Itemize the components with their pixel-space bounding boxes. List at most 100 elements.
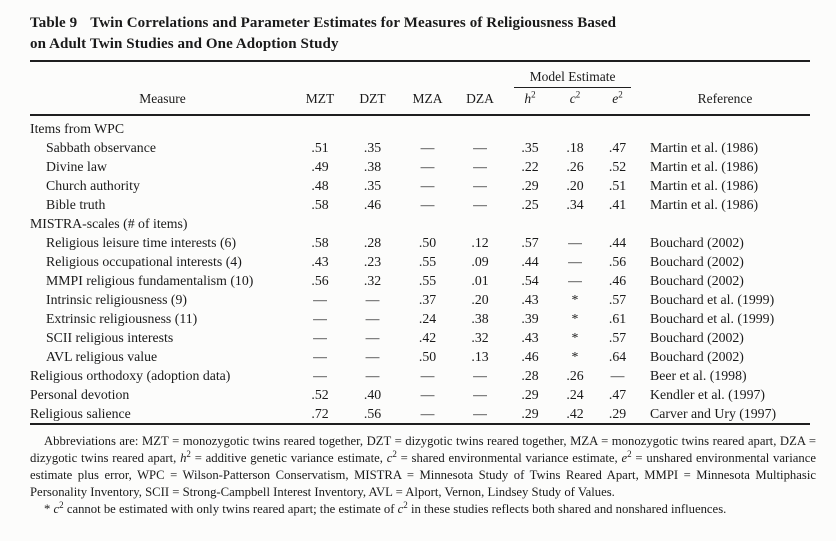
h2-exponent: 2 <box>531 89 536 100</box>
cell-e2: .57 <box>608 292 627 307</box>
cell-h2: .29 <box>521 387 539 402</box>
cell-reference: Bouchard (2002) <box>650 235 744 250</box>
table-row: Religious orthodoxy (adoption data) — — — —.… <box>30 366 810 385</box>
table-row: Church authority .48 .35 — — .29 .20 .51 Martin … <box>30 176 810 195</box>
cell-dzt: .56 <box>363 406 382 421</box>
cell-reference: Martin et al. (1986) <box>650 178 759 193</box>
cell-dzt: — <box>365 368 380 383</box>
column-header-row: Measure MZT DZT MZA DZA h2 c2 e2 Referen… <box>30 88 811 116</box>
cell-dzt: .46 <box>363 197 382 212</box>
cell-h2: .29 <box>521 406 539 421</box>
cell-reference: Bouchard (2002) <box>650 349 744 364</box>
cell-e2: .41 <box>608 197 627 212</box>
cell-e2: .57 <box>608 330 627 345</box>
cell-measure: Bible truth <box>46 197 106 212</box>
cell-dzt: .23 <box>363 254 382 269</box>
cell-e2: .56 <box>608 254 627 269</box>
cell-e2 <box>595 214 640 233</box>
table-row: Sabbath observance .51 .35 — — .35 .18 .47 Marti… <box>30 138 810 157</box>
cell-mzt <box>295 214 345 233</box>
cell-dzt: — <box>365 330 380 345</box>
column-header-e2: e2 <box>595 88 641 116</box>
cell-dzt: — <box>365 311 380 326</box>
cell-mzt <box>295 115 345 138</box>
cell-reference: Martin et al. (1986) <box>650 197 759 212</box>
cell-dza: — <box>473 387 487 402</box>
h2-letter: h <box>524 91 532 106</box>
cell-reference <box>640 115 810 138</box>
cell-measure: Intrinsic religiousness (9) <box>46 292 188 307</box>
cell-mza: — <box>420 197 435 212</box>
cell-dzt: .38 <box>363 159 382 174</box>
cell-h2: .46 <box>521 349 539 364</box>
cell-h2: .22 <box>521 159 539 174</box>
column-header-dzt: DZT <box>345 88 400 116</box>
cell-reference: Kendler et al. (1997) <box>650 387 765 402</box>
cell-reference: Bouchard et al. (1999) <box>650 311 775 326</box>
cell-mza: .42 <box>418 330 437 345</box>
asterisk-note: * c2 cannot be estimated with only twins… <box>44 499 727 516</box>
cell-mzt: — <box>313 349 327 364</box>
cell-mzt: .52 <box>311 387 329 402</box>
cell-dza: .01 <box>471 273 489 288</box>
cell-mza: .50 <box>418 349 437 364</box>
cell-mza: — <box>420 159 435 174</box>
cell-e2: .52 <box>608 159 627 174</box>
cell-h2 <box>505 115 555 138</box>
cell-e2: .61 <box>608 311 627 326</box>
model-estimate-group: Model Estimate <box>505 61 640 88</box>
cell-mzt: .72 <box>311 406 329 421</box>
table-title-line1: Twin Correlations and Parameter Estimate… <box>90 15 617 31</box>
cell-dzt: .32 <box>363 273 382 288</box>
cell-c2: * <box>571 292 579 307</box>
cell-h2: .57 <box>521 235 539 250</box>
cell-c2: — <box>568 273 582 288</box>
cell-mzt: .58 <box>311 235 329 250</box>
cell-reference: Bouchard et al. (1999) <box>650 292 775 307</box>
table-row: Religious occupational interests (4) .43.… <box>30 252 810 271</box>
cell-measure: AVL religious value <box>46 349 158 364</box>
cell-dzt: — <box>365 349 380 364</box>
cell-measure: MMPI religious fundamentalism (10) <box>46 273 254 288</box>
cell-e2: .47 <box>608 140 627 155</box>
cell-dza <box>455 115 505 138</box>
cell-dza: — <box>473 368 487 383</box>
column-header-measure: Measure <box>30 88 295 116</box>
cell-c2 <box>555 115 595 138</box>
cell-e2: .64 <box>608 349 627 364</box>
cell-c2: .26 <box>566 368 584 383</box>
table-row: AVL religious value — — .50 .13 .46 * .64 Boucha… <box>30 347 810 366</box>
cell-mzt: .49 <box>311 159 329 174</box>
cell-mzt: .51 <box>311 140 329 155</box>
model-estimate-label: Model Estimate <box>514 68 632 88</box>
cell-dzt: .35 <box>363 140 382 155</box>
cell-c2: .34 <box>566 197 584 212</box>
cell-e2: .29 <box>608 406 627 421</box>
abbreviations-note: Abbreviations are: MZT = monozygotic twi… <box>30 434 816 499</box>
cell-e2 <box>595 115 640 138</box>
cell-measure: SCII religious interests <box>46 330 174 345</box>
cell-c2: .26 <box>566 159 584 174</box>
section-header-row: Items from WPC <box>30 115 810 138</box>
cell-h2: .25 <box>521 197 539 212</box>
e2-letter: e <box>612 91 619 106</box>
cell-reference: Martin et al. (1986) <box>650 140 759 155</box>
cell-c2: — <box>568 235 582 250</box>
cell-measure: Personal devotion <box>30 387 130 402</box>
cell-mzt: — <box>313 311 327 326</box>
cell-c2: .42 <box>566 406 584 421</box>
table-title-line2: on Adult Twin Studies and One Adoption S… <box>30 36 339 52</box>
cell-dza: .12 <box>471 235 489 250</box>
cell-mzt: .56 <box>311 273 329 288</box>
cell-mzt: — <box>313 292 327 307</box>
cell-mza: .24 <box>418 311 437 326</box>
cell-reference: Bouchard (2002) <box>650 273 744 288</box>
cell-measure: Religious salience <box>30 406 131 421</box>
section-header-row: MISTRA-scales (# of items) <box>30 214 810 233</box>
cell-c2: .24 <box>566 387 584 402</box>
cell-dzt <box>345 115 400 138</box>
cell-reference: Beer et al. (1998) <box>650 368 747 383</box>
data-table: Model Estimate Measure MZT DZT MZA DZA h… <box>30 60 811 425</box>
cell-c2: .20 <box>566 178 584 193</box>
cell-measure: Religious orthodoxy (adoption data) <box>30 368 231 383</box>
